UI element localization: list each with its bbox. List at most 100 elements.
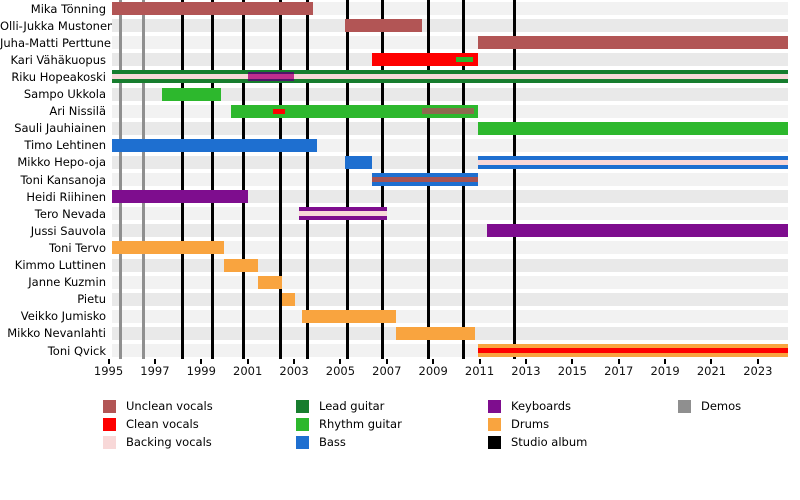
timeline-bar xyxy=(282,292,296,306)
axis-year-label: 2021 xyxy=(696,364,727,378)
legend-label: Bass xyxy=(319,435,346,449)
legend-swatch-bass xyxy=(296,436,309,449)
timeline-bar xyxy=(161,87,221,101)
timeline-bar xyxy=(112,190,248,204)
legend-label: Demos xyxy=(701,399,742,413)
timeline-bar xyxy=(224,258,259,272)
axis-tick xyxy=(246,359,249,364)
studio-album-line xyxy=(211,0,215,359)
member-label: Toni Kansanoja xyxy=(20,172,106,187)
timeline-bar xyxy=(486,224,788,238)
member-label: Timo Lehtinen xyxy=(24,138,106,153)
legend-swatch-keyboards xyxy=(488,400,501,413)
bar-stripe xyxy=(478,159,788,165)
legend-label: Backing vocals xyxy=(126,435,212,449)
legend-label: Lead guitar xyxy=(319,399,385,413)
timeline-bar xyxy=(371,173,479,186)
axis-year-label: 1999 xyxy=(186,364,216,378)
axis-year-label: 2009 xyxy=(418,364,448,378)
member-label: Janne Kuzmin xyxy=(28,275,106,290)
legend-label: Studio album xyxy=(511,435,588,449)
axis-year-label: 1995 xyxy=(93,364,124,378)
studio-album-line xyxy=(306,0,310,359)
bar-stripe xyxy=(478,348,788,353)
axis-tick xyxy=(710,359,713,364)
member-label: Mikko Nevanlahti xyxy=(7,326,106,341)
timeline-bar xyxy=(298,207,387,221)
studio-album-line xyxy=(241,0,245,359)
axis-tick xyxy=(339,359,342,364)
axis-year-label: 2015 xyxy=(557,364,587,378)
legend-swatch-backing-vocals xyxy=(103,436,116,449)
timeline-plot-area xyxy=(112,0,788,359)
legend-label: Drums xyxy=(511,417,550,431)
timeline-bar xyxy=(112,2,313,15)
timeline-bar xyxy=(478,121,788,135)
axis-tick xyxy=(617,359,620,364)
member-label: Mika Tönning xyxy=(30,1,106,16)
axis-year-label: 2003 xyxy=(279,364,309,378)
timeline-bar xyxy=(112,138,318,152)
legend-swatch-demos xyxy=(678,400,691,413)
timeline-bar xyxy=(258,275,283,289)
member-label: Olli-Jukka Mustonen xyxy=(0,18,115,33)
member-label: Kimmo Luttinen xyxy=(14,258,106,272)
bar-stripe xyxy=(298,211,387,217)
bar-overlay xyxy=(247,72,295,82)
axis-tick xyxy=(153,359,156,364)
legend-swatch-studio-album xyxy=(488,436,501,449)
member-label: Toni Qvick xyxy=(47,343,106,358)
axis-year-label: 2001 xyxy=(233,364,263,378)
timeline-bar xyxy=(302,309,397,323)
timeline-bar xyxy=(478,155,788,169)
legend-swatch-rhythm-guitar xyxy=(296,418,309,431)
member-label: Ari Nissilä xyxy=(49,104,106,119)
legend-swatch-lead-guitar xyxy=(296,400,309,413)
member-label: Sauli Jauhiainen xyxy=(14,121,106,136)
studio-album-line xyxy=(512,0,516,359)
demo-line xyxy=(141,0,145,359)
axis-tick xyxy=(385,359,388,364)
legend-label: Keyboards xyxy=(511,399,572,413)
axis-year-label: 1997 xyxy=(140,364,170,378)
axis-tick xyxy=(571,359,574,364)
axis-year-label: 2007 xyxy=(372,364,402,378)
bar-overlay xyxy=(421,108,474,115)
timeline-bar xyxy=(396,326,475,340)
axis-tick xyxy=(524,359,527,364)
timeline-bar xyxy=(478,36,788,50)
timeline-bar xyxy=(112,241,225,255)
legend-label: Rhythm guitar xyxy=(319,417,402,431)
timeline-bar xyxy=(345,155,372,169)
legend-label: Clean vocals xyxy=(126,417,199,431)
legend-swatch-clean-vocals xyxy=(103,418,116,431)
member-label: Toni Tervo xyxy=(49,240,106,255)
axis-tick xyxy=(756,359,759,364)
bar-stripe xyxy=(371,177,479,182)
timeline-bar xyxy=(371,53,479,67)
legend-swatch-unclean-vocals xyxy=(103,400,116,413)
member-label: Tero Nevada xyxy=(34,206,106,221)
axis-tick xyxy=(432,359,435,364)
member-label: Juha-Matti Perttunen xyxy=(0,35,119,50)
axis-tick xyxy=(107,359,110,364)
timeline-bar xyxy=(112,70,788,84)
axis-tick xyxy=(478,359,481,364)
axis-tick xyxy=(293,359,296,364)
member-label: Heidi Riihinen xyxy=(26,189,106,204)
member-label: Pietu xyxy=(77,292,106,307)
studio-album-line xyxy=(345,0,349,359)
axis-year-label: 2017 xyxy=(604,364,634,378)
demo-line xyxy=(118,0,122,359)
timeline-bar xyxy=(345,19,422,33)
timeline-bar xyxy=(231,104,479,118)
legend-swatch-drums xyxy=(488,418,501,431)
bar-overlay xyxy=(456,57,473,63)
studio-album-line xyxy=(278,0,282,359)
axis-year-label: 2023 xyxy=(743,364,773,378)
studio-album-line xyxy=(181,0,185,359)
axis-tick xyxy=(664,359,667,364)
member-label: Mikko Hepo-oja xyxy=(17,155,106,170)
member-label: Kari Vähäkuopus xyxy=(10,52,106,67)
